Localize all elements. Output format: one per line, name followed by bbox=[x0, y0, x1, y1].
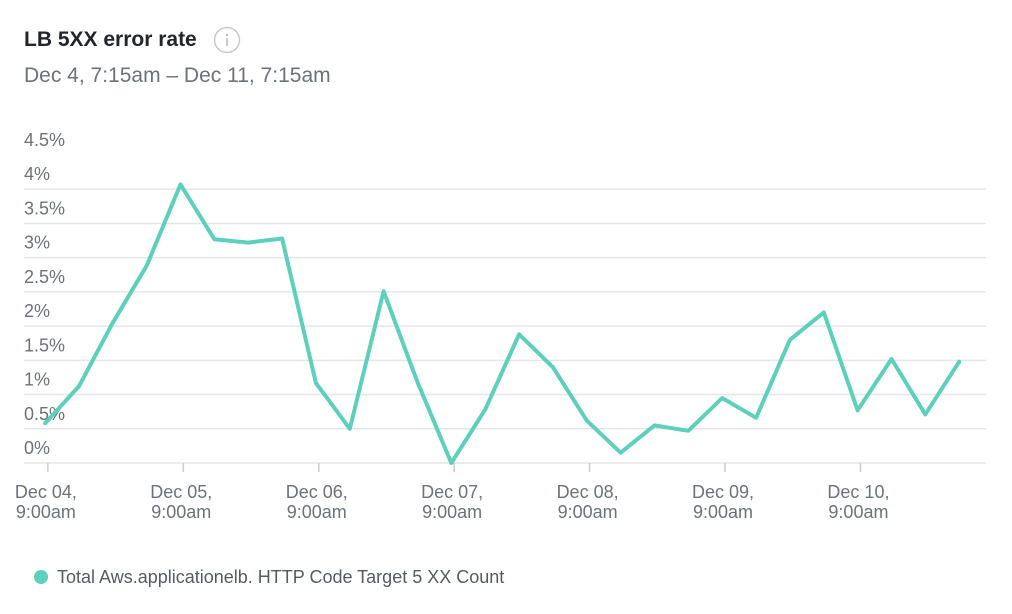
data-point[interactable] bbox=[751, 413, 761, 423]
data-point[interactable] bbox=[649, 420, 659, 430]
y-tick-label: 3.5% bbox=[24, 198, 65, 218]
data-point[interactable] bbox=[243, 238, 253, 248]
x-tick-label-date: Dec 08, bbox=[557, 482, 619, 502]
data-point[interactable] bbox=[412, 377, 422, 387]
series-layer bbox=[40, 179, 964, 468]
y-tick-label: 1% bbox=[24, 370, 50, 390]
y-tick-label: 0% bbox=[24, 438, 50, 458]
x-tick-label-time: 9:00am bbox=[828, 502, 888, 522]
x-tick-label-time: 9:00am bbox=[422, 502, 482, 522]
x-tick-label-time: 9:00am bbox=[287, 502, 347, 522]
data-point[interactable] bbox=[311, 378, 321, 388]
data-point[interactable] bbox=[616, 448, 626, 458]
data-point[interactable] bbox=[345, 424, 355, 434]
x-tick-label-date: Dec 04, bbox=[15, 482, 77, 502]
x-tick-label-date: Dec 06, bbox=[286, 482, 348, 502]
data-point[interactable] bbox=[480, 405, 490, 415]
data-point[interactable] bbox=[853, 405, 863, 415]
series-line[interactable] bbox=[43, 182, 962, 465]
data-point[interactable] bbox=[209, 234, 219, 244]
chart-title: LB 5XX error rate bbox=[24, 28, 197, 51]
y-tick-label: 4.5% bbox=[24, 130, 65, 150]
data-point[interactable] bbox=[548, 362, 558, 372]
x-tick-label-date: Dec 07, bbox=[421, 482, 483, 502]
legend[interactable]: Total Aws.applicationelb. HTTP Code Targ… bbox=[34, 564, 504, 590]
y-tick-label: 0.5% bbox=[24, 404, 65, 424]
x-tick-label-time: 9:00am bbox=[693, 502, 753, 522]
data-point[interactable] bbox=[886, 354, 896, 364]
data-point[interactable] bbox=[108, 318, 118, 328]
data-point[interactable] bbox=[954, 357, 964, 367]
data-point[interactable] bbox=[142, 261, 152, 271]
legend-swatch bbox=[34, 570, 48, 584]
data-point[interactable] bbox=[683, 426, 693, 436]
data-point[interactable] bbox=[717, 393, 727, 403]
y-tick-label: 2.5% bbox=[24, 267, 65, 287]
y-tick-label: 3% bbox=[24, 233, 50, 253]
data-point[interactable] bbox=[379, 286, 389, 296]
x-tick-label-date: Dec 10, bbox=[827, 482, 889, 502]
x-tick-label-date: Dec 05, bbox=[150, 482, 212, 502]
y-tick-label: 1.5% bbox=[24, 335, 65, 355]
data-point[interactable] bbox=[582, 416, 592, 426]
line-chart: 0%0.5%1%1.5%2%2.5%3%3.5%4%4.5% Dec 04,9:… bbox=[15, 130, 986, 522]
x-tick-label-time: 9:00am bbox=[558, 502, 618, 522]
x-tick-label-date: Dec 09, bbox=[692, 482, 754, 502]
x-tick-label-time: 9:00am bbox=[151, 502, 211, 522]
title-row: LB 5XX error rate bbox=[24, 24, 331, 56]
gridlines bbox=[24, 188, 986, 430]
data-point[interactable] bbox=[446, 458, 456, 468]
data-point[interactable] bbox=[40, 418, 50, 428]
data-point[interactable] bbox=[277, 234, 287, 244]
data-point[interactable] bbox=[785, 335, 795, 345]
info-icon[interactable] bbox=[213, 26, 241, 54]
x-tick-label-time: 9:00am bbox=[16, 502, 76, 522]
chart-header: LB 5XX error rate Dec 4, 7:15am – Dec 11… bbox=[24, 24, 331, 88]
date-range-subtitle: Dec 4, 7:15am – Dec 11, 7:15am bbox=[24, 64, 331, 87]
data-point[interactable] bbox=[74, 381, 84, 391]
y-tick-label: 4% bbox=[24, 164, 50, 184]
data-point[interactable] bbox=[514, 329, 524, 339]
y-axis-labels: 0% 0.5% 1% 1.5% 2% 2.5% 3% 3.5% 4% 4.5% bbox=[24, 130, 65, 458]
y-tick-label: 2% bbox=[24, 301, 50, 321]
data-point[interactable] bbox=[175, 179, 185, 189]
data-point[interactable] bbox=[920, 409, 930, 419]
data-point[interactable] bbox=[819, 307, 829, 317]
legend-label: Total Aws.applicationelb. HTTP Code Targ… bbox=[57, 566, 505, 587]
